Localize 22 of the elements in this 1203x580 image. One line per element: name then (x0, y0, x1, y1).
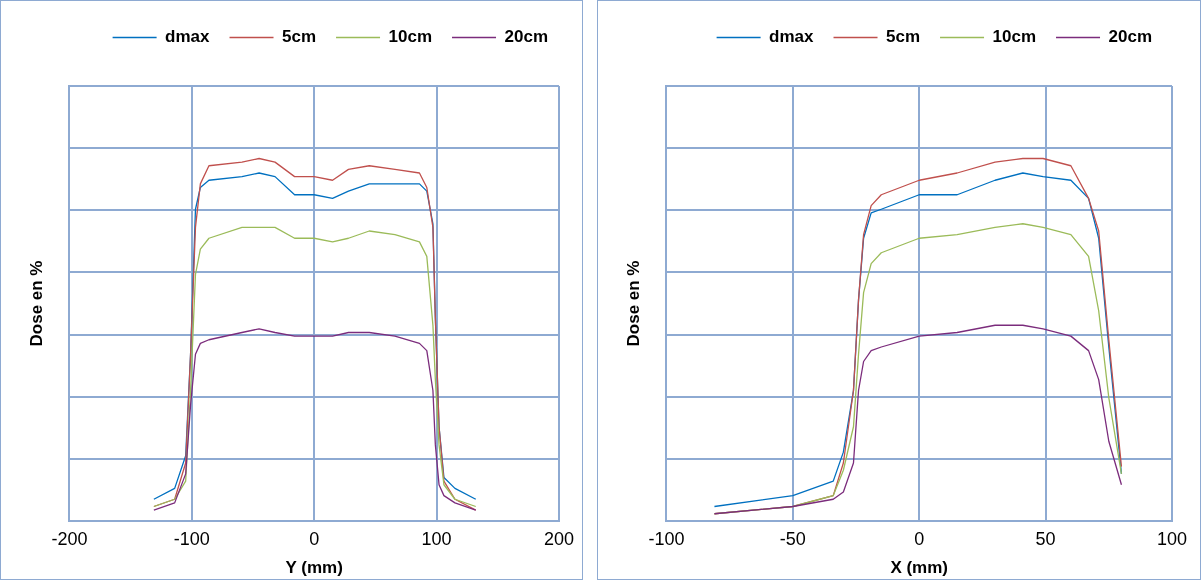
x-tick-label: 0 (914, 528, 925, 549)
y-axis-title: Dose en % (26, 260, 46, 347)
x-tick-label: -100 (173, 528, 210, 549)
legend-label: 20cm (1108, 27, 1152, 47)
legend-label: 5cm (886, 27, 921, 47)
x-tick-label: -100 (648, 528, 685, 549)
x-tick-label: 100 (421, 528, 452, 549)
x-tick-label: 50 (1035, 528, 1056, 549)
x-axis-title: Y (mm) (285, 558, 343, 578)
x-axis-title: X (mm) (890, 558, 949, 578)
legend-label: 5cm (282, 27, 317, 47)
legend-label: dmax (165, 27, 211, 47)
legend-label: 10cm (388, 27, 433, 47)
legend-label: 10cm (992, 27, 1037, 47)
x-tick-label: 200 (543, 528, 575, 549)
x-tick-label: -200 (51, 528, 88, 549)
y-axis-title: Dose en % (623, 260, 643, 347)
x-tick-label: -50 (779, 528, 806, 549)
legend-label: dmax (769, 27, 815, 47)
legend-label: 20cm (504, 27, 548, 47)
x-tick-label: 0 (309, 528, 320, 549)
x-tick-label: 100 (1156, 528, 1188, 549)
